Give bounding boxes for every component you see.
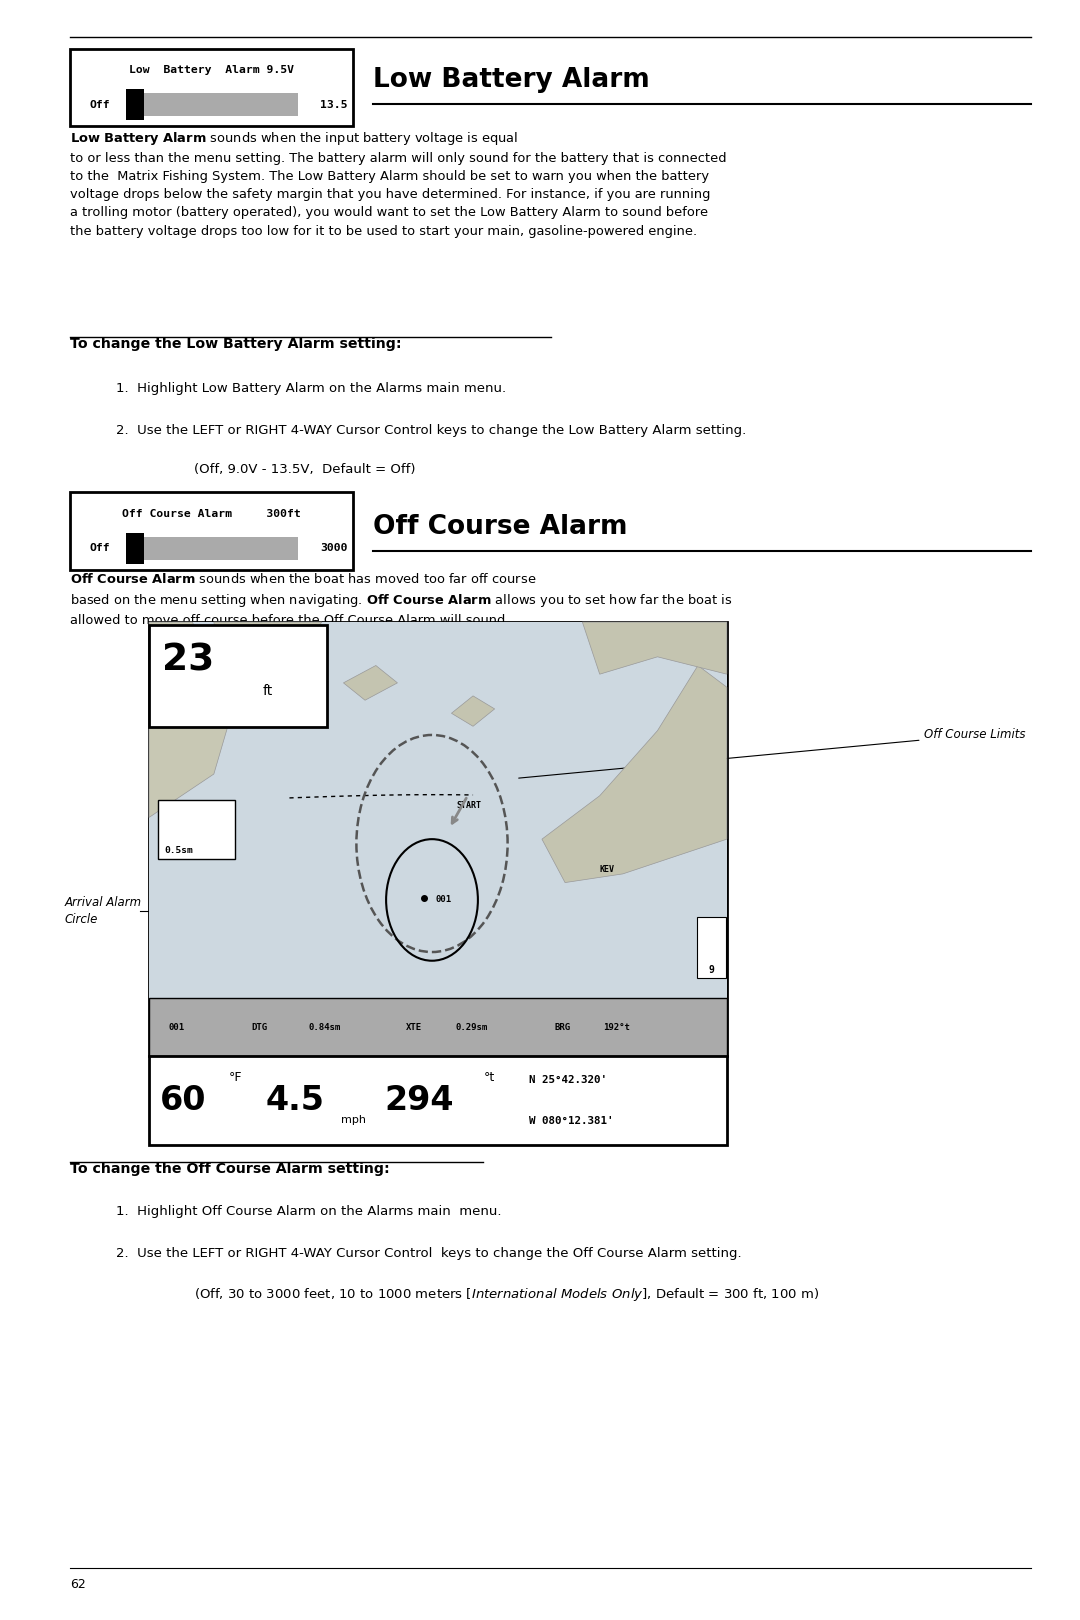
Bar: [126, 89, 144, 120]
Text: XTE: XTE: [406, 1022, 422, 1032]
Bar: [149, 998, 727, 1056]
Text: $\bf{Off\ Course\ Alarm}$ sounds when the boat has moved too far off course
base: $\bf{Off\ Course\ Alarm}$ sounds when th…: [70, 572, 732, 627]
Text: 0.5sm: 0.5sm: [164, 846, 193, 855]
Text: 0.29sm: 0.29sm: [456, 1022, 488, 1032]
Text: Low  Battery  Alarm 9.5V: Low Battery Alarm 9.5V: [130, 65, 294, 76]
Polygon shape: [149, 622, 235, 818]
FancyBboxPatch shape: [149, 625, 327, 727]
Text: Low Battery Alarm: Low Battery Alarm: [373, 66, 649, 94]
Text: BRG: BRG: [554, 1022, 570, 1032]
Bar: [149, 1056, 727, 1145]
Text: 001: 001: [435, 894, 451, 904]
Text: START: START: [457, 800, 482, 810]
Text: Circle: Circle: [65, 914, 98, 927]
Text: 62: 62: [70, 1578, 86, 1591]
Bar: [149, 622, 727, 1056]
Bar: [126, 533, 144, 564]
Text: DTG: DTG: [252, 1022, 268, 1032]
Text: Off: Off: [90, 543, 110, 554]
FancyBboxPatch shape: [70, 492, 353, 570]
Text: 13.5: 13.5: [321, 99, 348, 110]
Polygon shape: [214, 622, 322, 687]
Text: Off Course Alarm     300ft: Off Course Alarm 300ft: [122, 509, 301, 520]
Text: 001: 001: [168, 1022, 185, 1032]
Text: $\bf{Low\ Battery\ Alarm}$ sounds when the input battery voltage is equal
to or : $\bf{Low\ Battery\ Alarm}$ sounds when t…: [70, 130, 727, 238]
Text: 2.  Use the LEFT or RIGHT 4-WAY Cursor Control  keys to change the Off Course Al: 2. Use the LEFT or RIGHT 4-WAY Cursor Co…: [116, 1247, 741, 1260]
Text: 192°t: 192°t: [603, 1022, 630, 1032]
Text: N 25°42.320': N 25°42.320': [529, 1076, 607, 1085]
Polygon shape: [451, 697, 495, 726]
Text: To change the Off Course Alarm setting:: To change the Off Course Alarm setting:: [70, 1162, 390, 1176]
Text: 23: 23: [162, 643, 214, 679]
Text: °t: °t: [484, 1071, 495, 1084]
Bar: [126, 536, 298, 561]
Text: W 080°12.381': W 080°12.381': [529, 1116, 613, 1126]
Text: 1.  Highlight Off Course Alarm on the Alarms main  menu.: 1. Highlight Off Course Alarm on the Ala…: [116, 1205, 501, 1218]
Text: Off Course Limits: Off Course Limits: [518, 729, 1026, 778]
FancyBboxPatch shape: [158, 800, 235, 859]
Bar: [697, 917, 726, 978]
Text: 0.84sm: 0.84sm: [309, 1022, 341, 1032]
Text: (Off, 9.0V - 13.5V,  Default = Off): (Off, 9.0V - 13.5V, Default = Off): [194, 463, 416, 476]
Text: Arrival Alarm: Arrival Alarm: [65, 896, 141, 909]
Text: 4.5: 4.5: [266, 1084, 325, 1118]
Text: 2.  Use the LEFT or RIGHT 4-WAY Cursor Control keys to change the Low Battery Al: 2. Use the LEFT or RIGHT 4-WAY Cursor Co…: [116, 424, 746, 437]
Polygon shape: [582, 622, 727, 674]
FancyBboxPatch shape: [70, 49, 353, 126]
Text: Off Course Alarm: Off Course Alarm: [373, 514, 627, 539]
FancyBboxPatch shape: [149, 622, 727, 1056]
Text: ft: ft: [262, 684, 272, 698]
Text: °F: °F: [229, 1071, 243, 1084]
Text: 1.  Highlight Low Battery Alarm on the Alarms main menu.: 1. Highlight Low Battery Alarm on the Al…: [116, 382, 505, 395]
Text: Off: Off: [90, 99, 110, 110]
Text: 60: 60: [160, 1084, 206, 1118]
Text: mph: mph: [341, 1116, 366, 1126]
Text: 294: 294: [384, 1084, 454, 1118]
Text: 9: 9: [708, 966, 715, 975]
Text: 3000: 3000: [321, 543, 348, 554]
Text: KEV: KEV: [599, 865, 615, 875]
Polygon shape: [542, 666, 727, 883]
Text: To change the Low Battery Alarm setting:: To change the Low Battery Alarm setting:: [70, 337, 402, 352]
Text: (Off, 30 to 3000 feet, 10 to 1000 meters $\bf{\it{[International\ Models\ Only]}: (Off, 30 to 3000 feet, 10 to 1000 meters…: [194, 1286, 820, 1302]
Bar: [126, 92, 298, 117]
Polygon shape: [343, 666, 397, 700]
